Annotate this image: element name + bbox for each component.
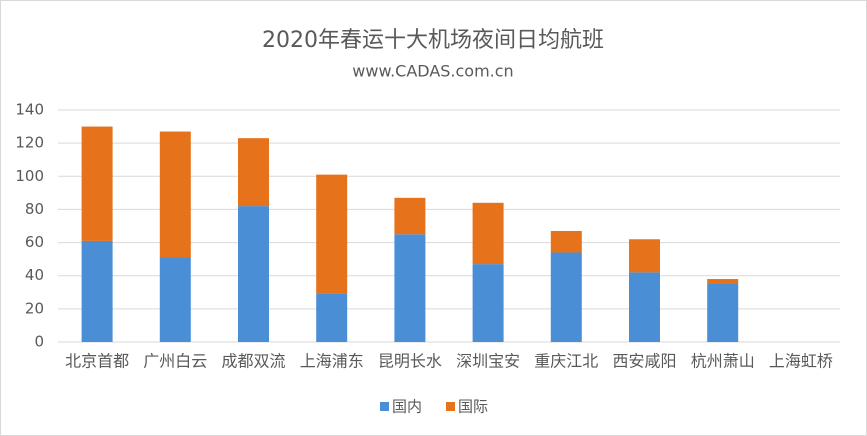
x-tick-label: 北京首都 xyxy=(65,352,129,371)
x-tick-label: 上海浦东 xyxy=(300,352,364,371)
bar-segment xyxy=(472,202,504,265)
chart-title: 2020年春运十大机场夜间日均航班 xyxy=(262,28,604,53)
x-tick-label: 重庆江北 xyxy=(534,352,598,371)
bar-segment xyxy=(316,293,348,342)
y-tick-label: 20 xyxy=(25,299,44,317)
bar-segment xyxy=(394,197,426,235)
y-tick-label: 120 xyxy=(15,134,44,152)
x-tick-label: 上海虹桥 xyxy=(769,352,833,371)
bar-segment xyxy=(394,234,426,342)
bar-segment xyxy=(316,174,348,294)
bar-segment xyxy=(707,279,739,284)
bar-segment xyxy=(81,240,113,342)
y-tick-label: 60 xyxy=(25,233,44,251)
y-tick-label: 40 xyxy=(25,266,44,284)
bar-segment xyxy=(550,252,582,342)
bar-segment xyxy=(707,284,739,342)
y-tick-label: 80 xyxy=(25,200,44,218)
y-tick-label: 100 xyxy=(15,167,44,185)
bar-segment xyxy=(238,206,269,342)
bar-segment xyxy=(159,131,191,258)
legend-swatch xyxy=(446,402,455,411)
y-tick-label: 0 xyxy=(34,333,44,351)
legend-swatch xyxy=(380,402,389,411)
bar-segment xyxy=(159,257,191,342)
bar-segment xyxy=(550,230,582,253)
x-tick-label: 广州白云 xyxy=(143,352,207,371)
bar-segment xyxy=(238,138,269,207)
x-tick-label: 深圳宝安 xyxy=(456,352,520,371)
bar-segment xyxy=(81,126,113,241)
legend-label: 国内 xyxy=(392,398,422,416)
bar-segment xyxy=(629,239,660,273)
x-tick-label: 西安咸阳 xyxy=(612,352,676,371)
chart-subtitle: www.CADAS.com.cn xyxy=(352,62,513,81)
bar-segment xyxy=(472,264,504,342)
y-tick-label: 140 xyxy=(15,101,44,119)
x-tick-label: 成都双流 xyxy=(221,352,285,371)
legend-label: 国际 xyxy=(458,398,488,416)
x-tick-label: 昆明长水 xyxy=(378,352,442,371)
bar-segment xyxy=(629,272,660,342)
x-tick-label: 杭州萧山 xyxy=(691,352,755,371)
